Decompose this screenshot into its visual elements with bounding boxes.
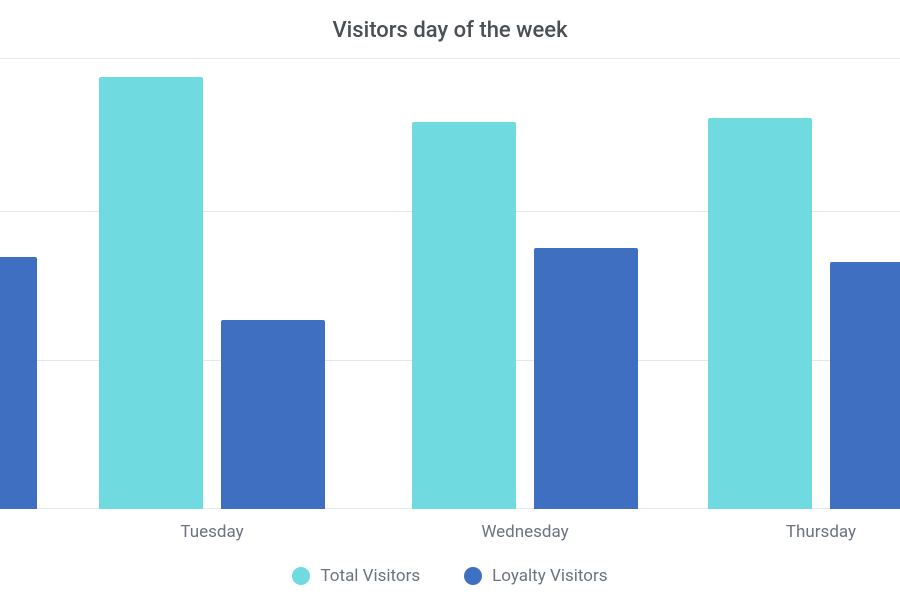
bar-loyalty [0, 257, 37, 509]
legend-item-loyalty: Loyalty Visitors [464, 566, 607, 586]
legend-swatch [464, 567, 482, 585]
gridline [0, 58, 900, 59]
x-axis-labels: Tuesday Wednesday Thursday [0, 522, 900, 546]
bar-total [99, 77, 203, 509]
legend-label: Loyalty Visitors [492, 566, 607, 586]
visitors-chart: Visitors day of the week Tuesday Wednesda… [0, 0, 900, 600]
chart-title: Visitors day of the week [0, 18, 900, 43]
bar-total [708, 118, 812, 510]
bar-loyalty [221, 320, 325, 509]
legend-swatch [292, 567, 310, 585]
x-axis-label: Thursday [786, 522, 856, 542]
x-axis-label: Tuesday [180, 522, 243, 542]
legend-label: Total Visitors [320, 566, 420, 586]
legend-item-total: Total Visitors [292, 566, 420, 586]
bar-loyalty [830, 262, 900, 510]
legend: Total Visitors Loyalty Visitors [0, 566, 900, 586]
x-axis-label: Wednesday [481, 522, 568, 542]
bar-loyalty [534, 248, 638, 509]
plot-area [0, 60, 900, 510]
bar-total [412, 122, 516, 509]
